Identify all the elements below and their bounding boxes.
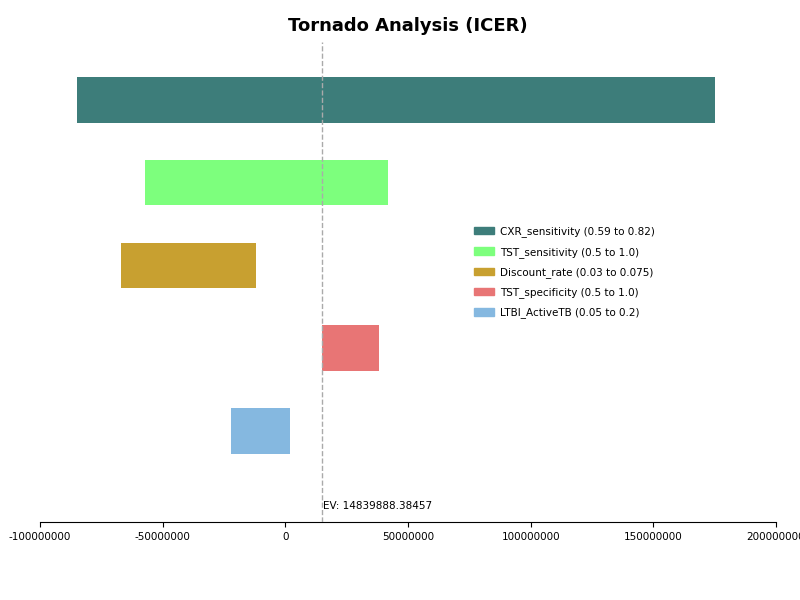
Title: Tornado Analysis (ICER): Tornado Analysis (ICER) <box>288 17 528 35</box>
Bar <box>121 242 256 288</box>
Legend: CXR_sensitivity (0.59 to 0.82), TST_sensitivity (0.5 to 1.0), Discount_rate (0.0: CXR_sensitivity (0.59 to 0.82), TST_sens… <box>469 221 660 323</box>
Text: EV: 14839888.38457: EV: 14839888.38457 <box>323 502 432 511</box>
Bar <box>322 325 378 371</box>
Bar <box>77 77 714 122</box>
Bar <box>231 408 290 454</box>
Bar <box>146 160 388 205</box>
